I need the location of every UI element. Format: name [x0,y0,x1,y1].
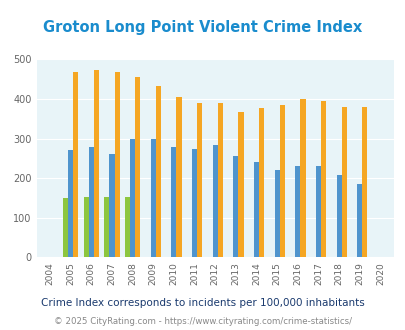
Bar [94,70,99,257]
Bar [361,107,367,257]
Bar [294,166,300,257]
Bar [315,166,320,257]
Bar [192,149,196,257]
Bar [150,139,156,257]
Bar [68,150,73,257]
Bar [124,197,130,257]
Bar [171,147,176,257]
Bar [104,197,109,257]
Bar [336,175,341,257]
Bar [109,154,114,257]
Bar [258,108,264,257]
Bar [114,72,119,257]
Bar [196,103,202,257]
Bar [279,105,284,257]
Bar [300,99,305,257]
Bar [88,147,94,257]
Bar [320,101,325,257]
Bar [233,156,238,257]
Bar [135,77,140,257]
Bar [341,107,346,257]
Bar [238,112,243,257]
Bar [156,86,160,257]
Bar [217,103,222,257]
Bar [253,162,258,257]
Bar [274,170,279,257]
Bar [83,197,88,257]
Text: Crime Index corresponds to incidents per 100,000 inhabitants: Crime Index corresponds to incidents per… [41,298,364,308]
Bar [356,184,361,257]
Bar [73,72,78,257]
Text: © 2025 CityRating.com - https://www.cityrating.com/crime-statistics/: © 2025 CityRating.com - https://www.city… [54,317,351,326]
Bar [63,198,68,257]
Bar [176,97,181,257]
Bar [212,145,217,257]
Bar [130,139,135,257]
Text: Groton Long Point Violent Crime Index: Groton Long Point Violent Crime Index [43,20,362,35]
